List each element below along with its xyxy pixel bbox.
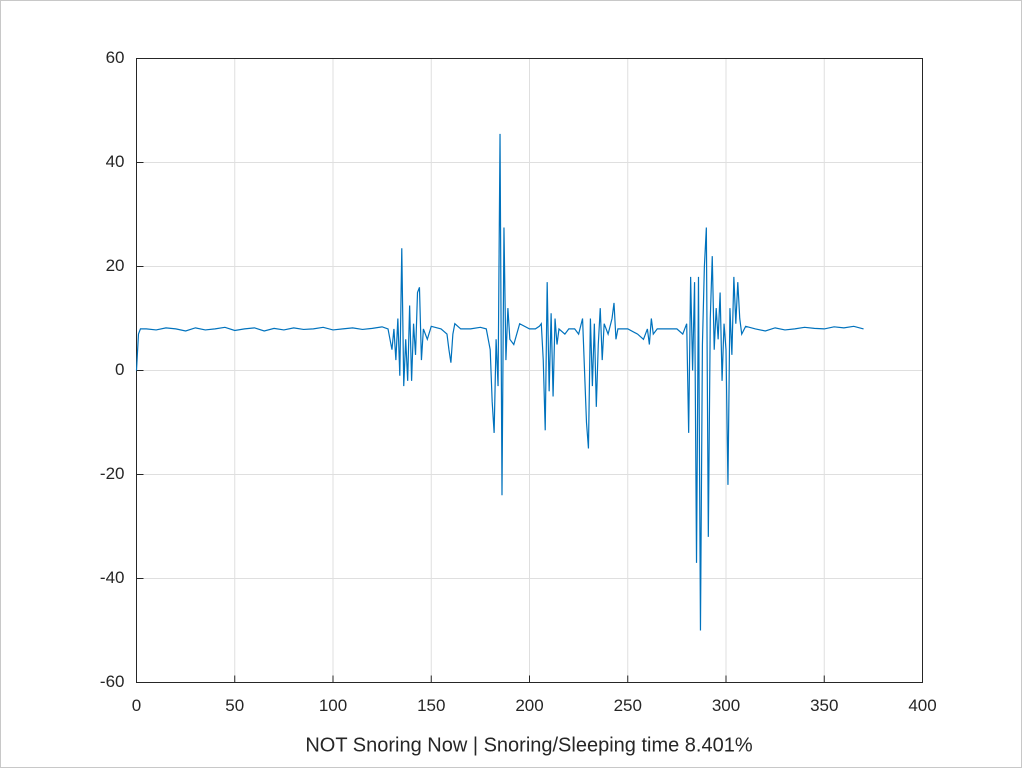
x-tick-label: 250: [614, 696, 642, 715]
x-tick-label: 0: [132, 696, 141, 715]
y-tick-label: -40: [100, 568, 125, 587]
y-tick-label: 20: [106, 256, 125, 275]
y-tick-label: -60: [100, 672, 125, 691]
x-tick-label: 50: [225, 696, 244, 715]
data-line: [135, 133, 864, 631]
y-tick-label: 0: [115, 360, 124, 379]
y-tick-label: 40: [106, 152, 125, 171]
x-tick-label: 400: [908, 696, 936, 715]
x-tick-label: 150: [417, 696, 445, 715]
y-tick-label: -20: [100, 464, 125, 483]
y-tick-label: 60: [106, 48, 125, 67]
grid: [136, 58, 923, 683]
x-axis-label: NOT Snoring Now | Snoring/Sleeping time …: [305, 734, 753, 756]
x-tick-label: 300: [712, 696, 740, 715]
x-tick-label: 350: [810, 696, 838, 715]
x-tick-label: 100: [319, 696, 347, 715]
x-tick-label: 200: [515, 696, 543, 715]
